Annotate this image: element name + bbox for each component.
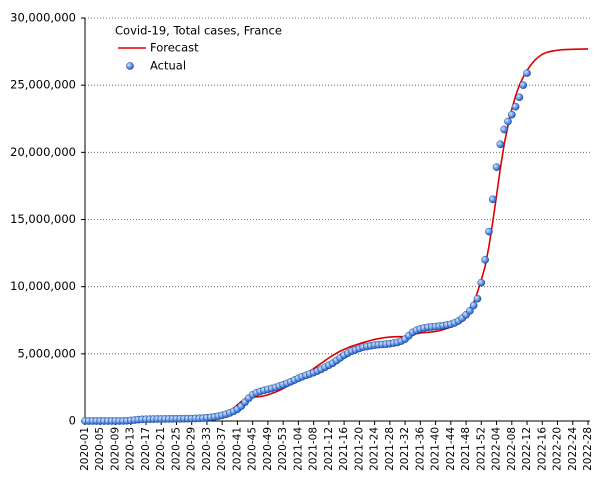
- legend-label: Actual: [150, 59, 186, 73]
- x-tick-label: 2021-36: [414, 427, 426, 471]
- actual-point: [504, 117, 512, 126]
- legend-swatch: [126, 62, 134, 70]
- actual-point: [519, 81, 528, 89]
- x-tick-label: 2020-53: [277, 427, 289, 471]
- actual-point: [511, 102, 520, 111]
- actual-point: [523, 69, 531, 77]
- x-tick-label: 2021-12: [323, 427, 335, 471]
- x-tick-label: 2022-28: [582, 427, 594, 471]
- x-tick-label: 2021-20: [353, 427, 365, 471]
- x-tick-label: 2020-17: [140, 427, 152, 471]
- legend-title: Covid-19, Total cases, France: [115, 24, 282, 38]
- x-tick-label: 2021-24: [369, 427, 381, 471]
- actual-point: [473, 294, 482, 303]
- x-tick-label: 2021-32: [399, 427, 411, 471]
- x-tick-label: 2020-01: [79, 427, 91, 471]
- actual-point: [485, 227, 493, 236]
- x-tick-label: 2020-09: [109, 427, 121, 471]
- x-tick-label: 2020-13: [125, 427, 137, 471]
- y-tick-label: 30,000,000: [10, 11, 76, 25]
- x-tick-label: 2020-21: [155, 427, 167, 471]
- x-tick-label: 2021-04: [292, 427, 304, 471]
- x-tick-label: 2022-12: [521, 427, 533, 471]
- actual-point: [507, 110, 516, 119]
- x-tick-label: 2022-04: [491, 427, 503, 471]
- x-tick-label: 2022-08: [506, 427, 518, 471]
- y-tick-label: 15,000,000: [10, 212, 76, 226]
- x-tick-label: 2020-41: [231, 427, 243, 471]
- legend-label: Forecast: [150, 41, 199, 55]
- x-tick-label: 2022-24: [567, 427, 579, 471]
- actual-point: [488, 195, 497, 204]
- x-tick-label: 2021-40: [430, 427, 442, 471]
- y-tick-label: 0: [69, 414, 76, 428]
- x-tick-label: 2021-28: [384, 427, 396, 471]
- actual-point: [515, 93, 524, 102]
- x-tick-label: 2022-16: [536, 427, 548, 471]
- x-tick-label: 2022-20: [552, 427, 564, 471]
- y-tick-label: 20,000,000: [10, 145, 76, 159]
- x-tick-label: 2021-08: [308, 427, 320, 471]
- x-tick-label: 2021-44: [445, 427, 457, 471]
- x-tick-label: 2021-52: [475, 427, 487, 471]
- x-tick-label: 2020-37: [216, 427, 228, 471]
- actual-point: [492, 163, 501, 171]
- x-tick-label: 2021-16: [338, 427, 350, 471]
- x-tick-label: 2020-45: [247, 427, 259, 471]
- actual-point: [500, 125, 508, 134]
- y-tick-label: 5,000,000: [17, 346, 76, 360]
- actual-point: [469, 301, 478, 310]
- x-tick-label: 2021-48: [460, 427, 472, 471]
- x-tick-label: 2020-33: [201, 427, 213, 471]
- x-tick-label: 2020-29: [186, 427, 198, 471]
- actual-point: [481, 255, 489, 264]
- x-tick-label: 2020-05: [94, 427, 106, 471]
- actual-point: [477, 278, 486, 287]
- x-tick-label: 2020-25: [170, 427, 182, 471]
- y-tick-label: 10,000,000: [10, 279, 76, 293]
- x-tick-label: 2020-49: [262, 427, 274, 471]
- actual-point: [496, 140, 505, 149]
- actual-point: [466, 307, 474, 315]
- y-tick-label: 25,000,000: [10, 78, 76, 92]
